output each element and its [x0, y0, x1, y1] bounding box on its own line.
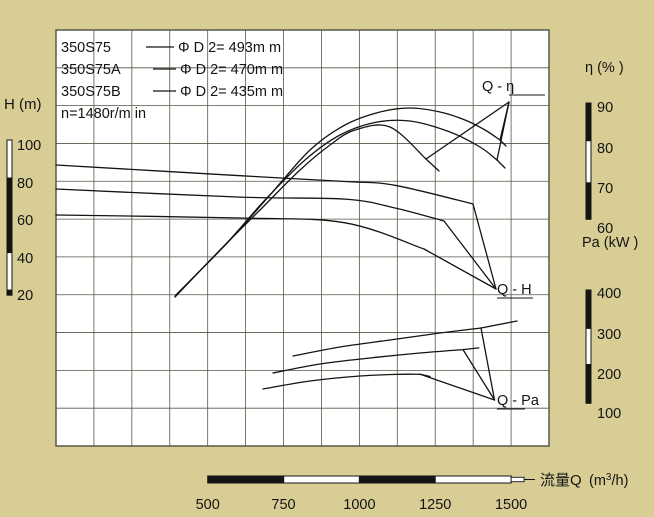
svg-text:1250: 1250 — [419, 497, 451, 513]
svg-text:90: 90 — [597, 100, 613, 116]
svg-text:20: 20 — [17, 288, 33, 304]
svg-text:750: 750 — [271, 497, 295, 513]
svg-text:400: 400 — [597, 286, 621, 302]
svg-text:350S75: 350S75 — [61, 40, 111, 56]
svg-text:40: 40 — [17, 251, 33, 267]
svg-text:100: 100 — [17, 138, 41, 154]
svg-text:Φ D 2= 435m m: Φ D 2= 435m m — [180, 84, 283, 100]
svg-text:Q - Pa: Q - Pa — [497, 393, 540, 409]
svg-text:Φ D 2= 493m m: Φ D 2= 493m m — [178, 40, 281, 56]
svg-text:Φ D 2= 470m m: Φ D 2= 470m m — [180, 62, 283, 78]
svg-text:70: 70 — [597, 181, 613, 197]
svg-text:流量Q: 流量Q — [540, 472, 582, 489]
svg-text:Q - H: Q - H — [497, 282, 532, 298]
svg-text:80: 80 — [17, 176, 33, 192]
svg-text:200: 200 — [597, 367, 621, 383]
svg-text:80: 80 — [597, 141, 613, 157]
svg-text:500: 500 — [196, 497, 220, 513]
svg-text:η (% ): η (% ) — [585, 60, 624, 76]
svg-text:350S75A: 350S75A — [61, 62, 121, 78]
svg-text:(m3/h): (m3/h) — [589, 472, 628, 489]
svg-text:Q - η: Q - η — [482, 79, 514, 95]
svg-text:H (m): H (m) — [4, 96, 42, 113]
svg-text:1000: 1000 — [343, 497, 375, 513]
svg-text:n=1480r/m in: n=1480r/m in — [61, 106, 146, 122]
svg-text:100: 100 — [597, 406, 621, 422]
svg-text:1500: 1500 — [495, 497, 527, 513]
svg-text:Pa (kW ): Pa (kW ) — [582, 235, 638, 251]
svg-text:60: 60 — [17, 213, 33, 229]
svg-text:350S75B: 350S75B — [61, 84, 121, 100]
svg-text:300: 300 — [597, 327, 621, 343]
